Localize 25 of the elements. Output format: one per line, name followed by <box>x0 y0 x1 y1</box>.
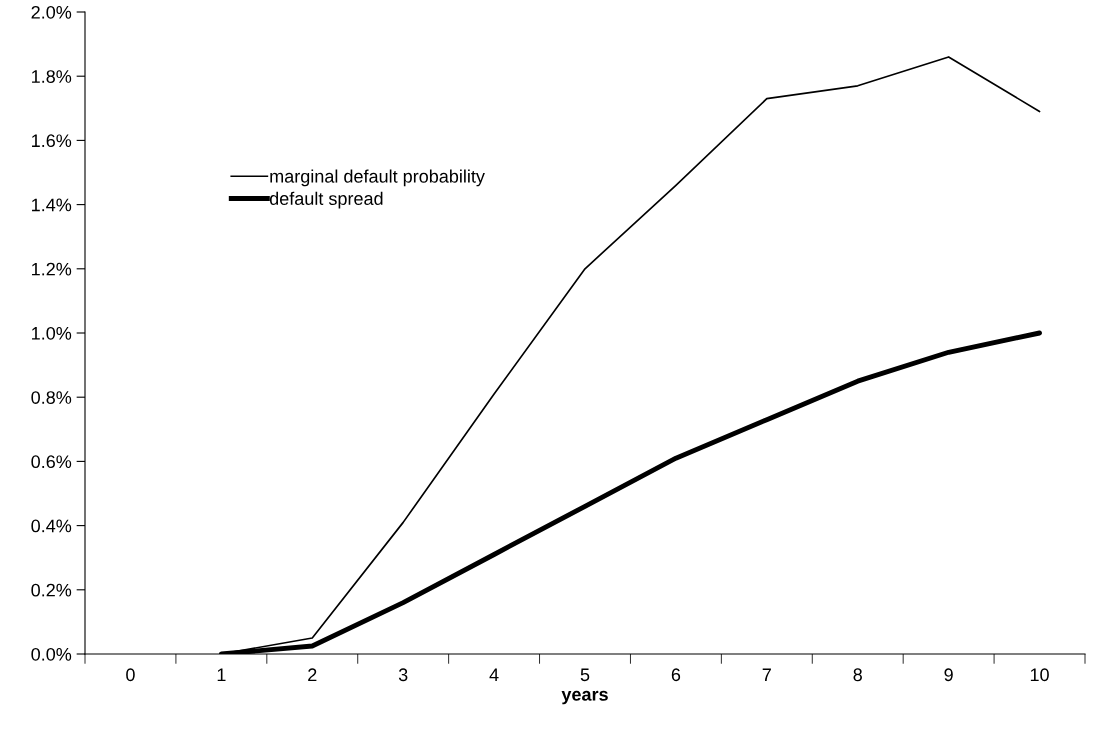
y-tick-label: 0.0% <box>31 647 72 661</box>
x-tick-label: 4 <box>489 668 499 681</box>
x-tick-label: 7 <box>762 668 771 681</box>
x-tick-label: 0 <box>126 668 135 682</box>
y-tick-label: 1.4% <box>32 198 72 212</box>
y-tick-label: 0.2% <box>31 583 72 597</box>
legend-label: default spread <box>269 191 383 209</box>
x-tick-label: 3 <box>398 668 408 682</box>
y-tick-label: 1.2% <box>32 262 72 276</box>
y-tick-label: 1.0% <box>32 326 72 340</box>
x-axis-title: years <box>561 690 608 705</box>
y-tick-label: 0.6% <box>31 455 72 469</box>
y-tick-label: 0.4% <box>31 519 72 533</box>
x-tick-label: 8 <box>853 668 862 682</box>
y-tick-label: 2.0% <box>31 5 72 19</box>
x-tick-label: 9 <box>944 668 953 682</box>
y-tick-label: 0.8% <box>31 391 72 404</box>
x-tick-label: 10 <box>1030 668 1049 682</box>
x-tick-label: 5 <box>580 668 590 682</box>
x-tick-label: 6 <box>671 668 681 682</box>
y-tick-label: 1.8% <box>32 70 72 83</box>
legend-label: marginal default probability <box>270 169 485 187</box>
x-tick-label: 2 <box>308 668 317 681</box>
y-tick-label: 1.6% <box>32 134 72 148</box>
x-tick-label: 1 <box>217 668 226 681</box>
